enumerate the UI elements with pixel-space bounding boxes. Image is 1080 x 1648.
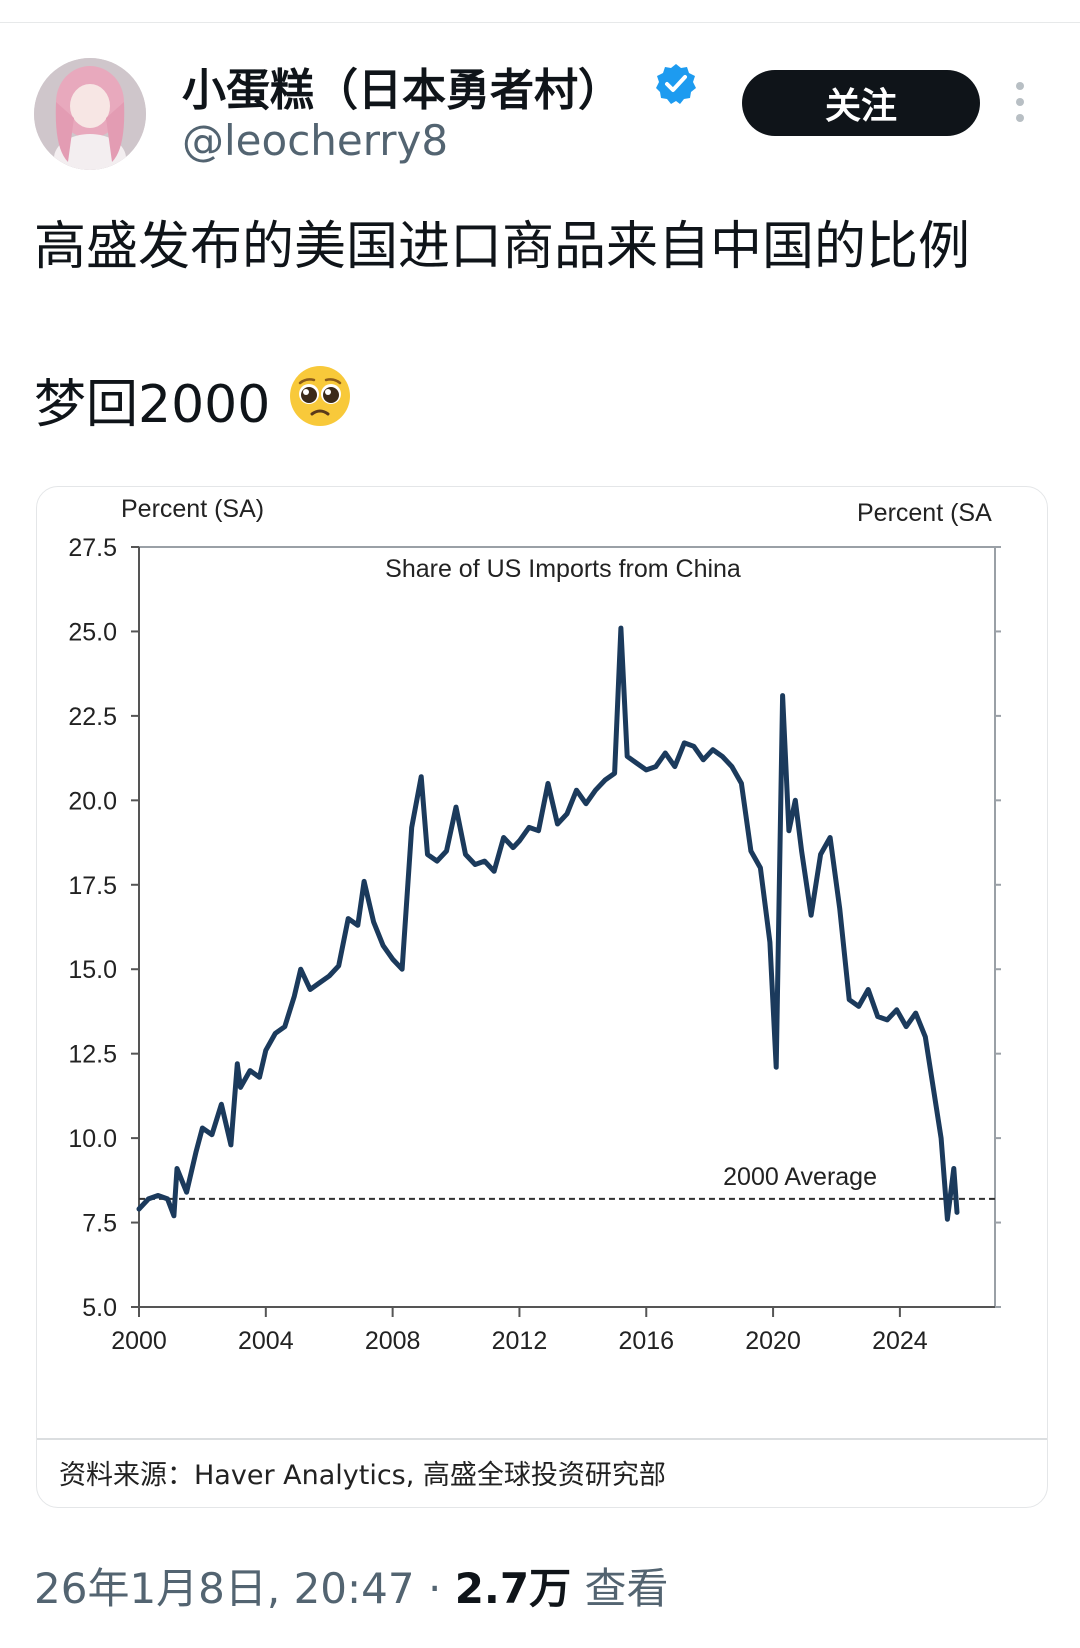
user-handle[interactable]: @leocherry8 (182, 116, 449, 165)
pleading-face-emoji-icon (290, 366, 350, 426)
post-text-line1: 高盛发布的美国进口商品来自中国的比例 (34, 217, 971, 277)
x-tick-label: 2004 (238, 1327, 294, 1355)
x-tick-label: 2000 (111, 1327, 167, 1355)
y-tick-label: 25.0 (68, 618, 117, 646)
x-tick-label: 2024 (872, 1327, 928, 1355)
y-tick-label: 7.5 (82, 1210, 117, 1238)
y-tick-label: 17.5 (68, 872, 117, 900)
y-tick-label: 5.0 (82, 1294, 117, 1322)
y-tick-label: 27.5 (68, 534, 117, 562)
user-avatar[interactable] (34, 58, 146, 170)
x-tick-label: 2012 (492, 1327, 548, 1355)
post-text-line2: 梦回2000 (34, 375, 271, 435)
post-datetime: 26年1月8日, 20:47 · (34, 1564, 455, 1613)
views-label: 查看 (571, 1564, 669, 1613)
x-tick-label: 2020 (745, 1327, 801, 1355)
chart-card[interactable]: 27.5 25.0 22.5 20.0 17.5 15.0 12.5 10.0 7.5 5.0 20… (36, 486, 1048, 1508)
chart-svg: 27.5 25.0 22.5 20.0 17.5 15.0 12.5 10.0 7.5 5.0 20… (37, 495, 1047, 1440)
y-tick-label: 22.5 (68, 703, 117, 731)
y-tick-label: 10.0 (68, 1125, 117, 1153)
y-tick-label: 20.0 (68, 787, 117, 815)
y-tick-label: 15.0 (68, 956, 117, 984)
y-axis-label-left: Percent (SA) (121, 495, 264, 523)
chart-title: Share of US Imports from China (385, 555, 741, 583)
y-tick-label: 12.5 (68, 1041, 117, 1069)
more-options-icon[interactable] (1010, 82, 1030, 126)
series-line-0 (136, 625, 960, 1222)
post-meta: 26年1月8日, 20:47 · 2.7万 查看 (34, 1555, 668, 1616)
chart-source: 资料来源：Haver Analytics, 高盛全球投资研究部 (59, 1460, 666, 1491)
x-tick-label: 2016 (618, 1327, 674, 1355)
top-divider (0, 22, 1080, 23)
views-count: 2.7万 (454, 1564, 572, 1613)
y-axis-label-right: Percent (SA (857, 499, 992, 527)
display-name[interactable]: 小蛋糕（日本勇者村） (182, 65, 622, 116)
verified-badge-icon (656, 64, 696, 104)
x-tick-label: 2008 (365, 1327, 421, 1355)
follow-button[interactable]: 关注 (742, 70, 980, 136)
reference-line-label: 2000 Average (723, 1163, 877, 1191)
